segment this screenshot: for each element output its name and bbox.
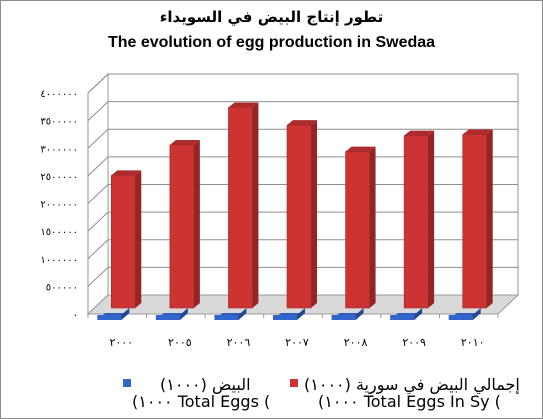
y-tick-label: ٣٠٠٠٠٠٠: [40, 144, 78, 155]
y-tick-label: ١٠٠٠٠٠٠: [40, 255, 78, 266]
x-tick-label: ٢٠٠٨: [344, 336, 368, 349]
legend-label-eggs-line1: البيض (١٠٠٠): [160, 375, 251, 394]
x-tick-label: ٢٠٠٦: [227, 336, 251, 349]
bar-red-top: [169, 140, 200, 146]
y-tick-label: ٥٠٠٠٠٠: [46, 282, 78, 293]
bar-red-top: [404, 130, 435, 136]
bar-blue-side: [238, 308, 247, 320]
gridline-side: [87, 156, 109, 177]
y-tick-label: ١٥٠٠٠٠٠: [40, 227, 78, 238]
bar-red: [345, 151, 370, 309]
bar-blue: [214, 315, 239, 320]
gridline-side: [87, 267, 109, 287]
x-tick-label: ٢٠٠٠: [109, 336, 133, 349]
legend-label-eggs-line2: (١٠٠٠ Total Eggs (: [132, 392, 271, 411]
x-tick-label: ٢٠٠٩: [402, 336, 426, 349]
bar-blue: [273, 315, 297, 320]
gridline-side: [87, 128, 109, 149]
bar-red: [228, 107, 253, 309]
bar-blue: [97, 315, 122, 320]
y-tick-label: ٢٠٠٠٠٠٠: [40, 200, 78, 211]
chart-subtitle: The evolution of egg production in Sweda…: [107, 34, 436, 51]
bar-red-side: [428, 130, 435, 308]
bar-red: [110, 175, 136, 309]
y-tick-label: ٢٥٠٠٠٠٠: [40, 172, 78, 183]
bar-blue: [155, 315, 180, 320]
x-tick-label: ٢٠٠٧: [285, 336, 309, 349]
gridline-side: [87, 184, 109, 204]
bar-red-side: [486, 129, 493, 308]
chart-title: تطور إنتاج البيض في السويداء: [159, 8, 384, 26]
bar-blue-side: [121, 308, 130, 320]
bar-red: [462, 134, 488, 309]
gridline-side: [87, 239, 109, 260]
legend-label-total-line1: إجمالي البيض في سورية (١٠٠٠): [304, 375, 520, 394]
bar-blue-side: [179, 308, 188, 320]
gridline-side: [87, 211, 109, 232]
x-tick-label: ٢٠١٠: [461, 336, 485, 349]
bar-blue-side: [297, 308, 305, 320]
bar-red-side: [193, 140, 200, 308]
bar-blue-side: [472, 308, 481, 320]
y-tick-label: ٤٠٠٠٠٠٠: [40, 89, 78, 100]
bar-blue: [331, 315, 356, 320]
x-tick-label: ٢٠٠٥: [168, 336, 192, 349]
legend-swatch-blue: [123, 379, 131, 387]
legend-swatch-red: [290, 379, 298, 387]
bar-red-side: [311, 120, 317, 308]
y-tick-label: ٣٥٠٠٠٠٠: [40, 117, 78, 128]
y-tick-label: ٠: [73, 310, 78, 321]
bar-red-top: [287, 120, 317, 126]
bar-red: [169, 144, 195, 309]
gridline-side: [87, 101, 109, 121]
bar-red-side: [135, 170, 142, 308]
bar-blue-side: [355, 308, 364, 320]
bar-red-top: [111, 170, 142, 176]
bar-blue: [448, 315, 473, 320]
bar-red: [286, 124, 312, 309]
bar-red-top: [462, 129, 493, 135]
legend-label-total-line2: (١٠٠٠ Total Eggs In Sy (: [318, 392, 501, 411]
bar-red: [403, 135, 429, 309]
bar-blue-side: [414, 308, 423, 320]
gridline-side: [87, 73, 109, 94]
bar-red-side: [252, 102, 259, 308]
bar-blue: [390, 315, 415, 320]
bar-red-side: [369, 146, 376, 308]
bar-red-top: [228, 102, 259, 108]
bar-red-top: [345, 146, 376, 152]
